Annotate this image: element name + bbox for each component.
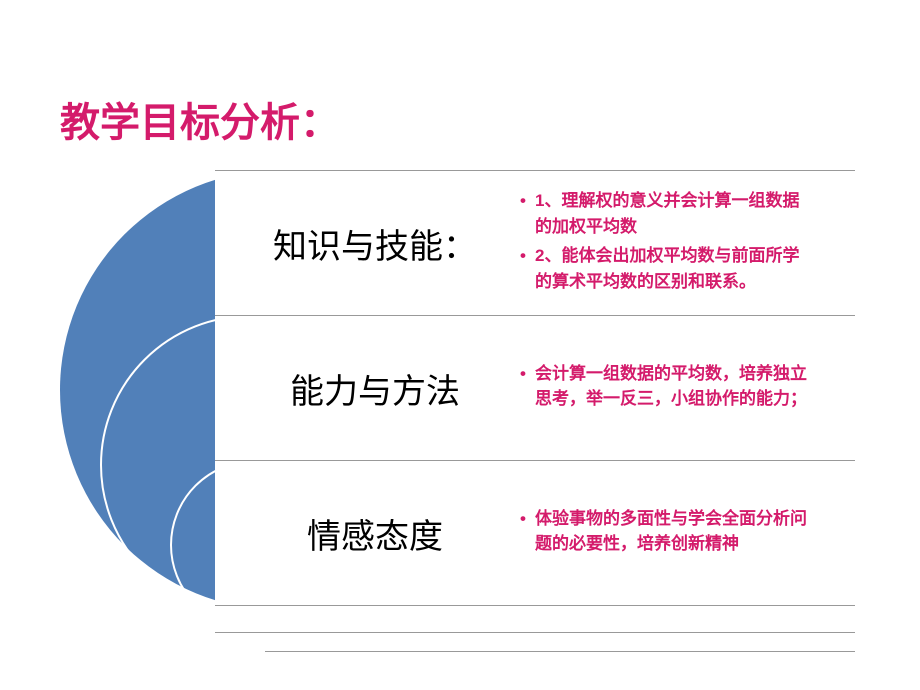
- row-label-ability: 能力与方法: [215, 364, 515, 413]
- table-row: 能力与方法 会计算一组数据的平均数，培养独立思考，举一反三，小组协作的能力；: [215, 315, 855, 461]
- row-content: 1、理解权的意义并会计算一组数据的加权平均数 2、能体会出加权平均数与前面所学的…: [515, 178, 825, 308]
- table-row-empty: [215, 605, 855, 633]
- page-title: 教学目标分析：: [60, 90, 340, 148]
- row-content: 体验事物的多面性与学会全面分析问题的必要性，培养创新精神: [515, 496, 825, 571]
- row-label-attitude: 情感态度: [215, 509, 515, 558]
- diagram-container: 知识与技能： 1、理解权的意义并会计算一组数据的加权平均数 2、能体会出加权平均…: [60, 170, 860, 630]
- bullet-item: 2、能体会出加权平均数与前面所学的算术平均数的区别和联系。: [520, 243, 810, 294]
- row-label-knowledge: 知识与技能：: [215, 219, 515, 268]
- row-content: 会计算一组数据的平均数，培养独立思考，举一反三，小组协作的能力；: [515, 351, 825, 426]
- bullet-item: 1、理解权的意义并会计算一组数据的加权平均数: [520, 188, 810, 239]
- table-row-empty: [265, 632, 855, 652]
- bullet-item: 会计算一组数据的平均数，培养独立思考，举一反三，小组协作的能力；: [520, 361, 810, 412]
- table-row: 情感态度 体验事物的多面性与学会全面分析问题的必要性，培养创新精神: [215, 460, 855, 606]
- table-row: 知识与技能： 1、理解权的意义并会计算一组数据的加权平均数 2、能体会出加权平均…: [215, 170, 855, 316]
- bullet-item: 体验事物的多面性与学会全面分析问题的必要性，培养创新精神: [520, 506, 810, 557]
- rows-container: 知识与技能： 1、理解权的意义并会计算一组数据的加权平均数 2、能体会出加权平均…: [215, 170, 855, 651]
